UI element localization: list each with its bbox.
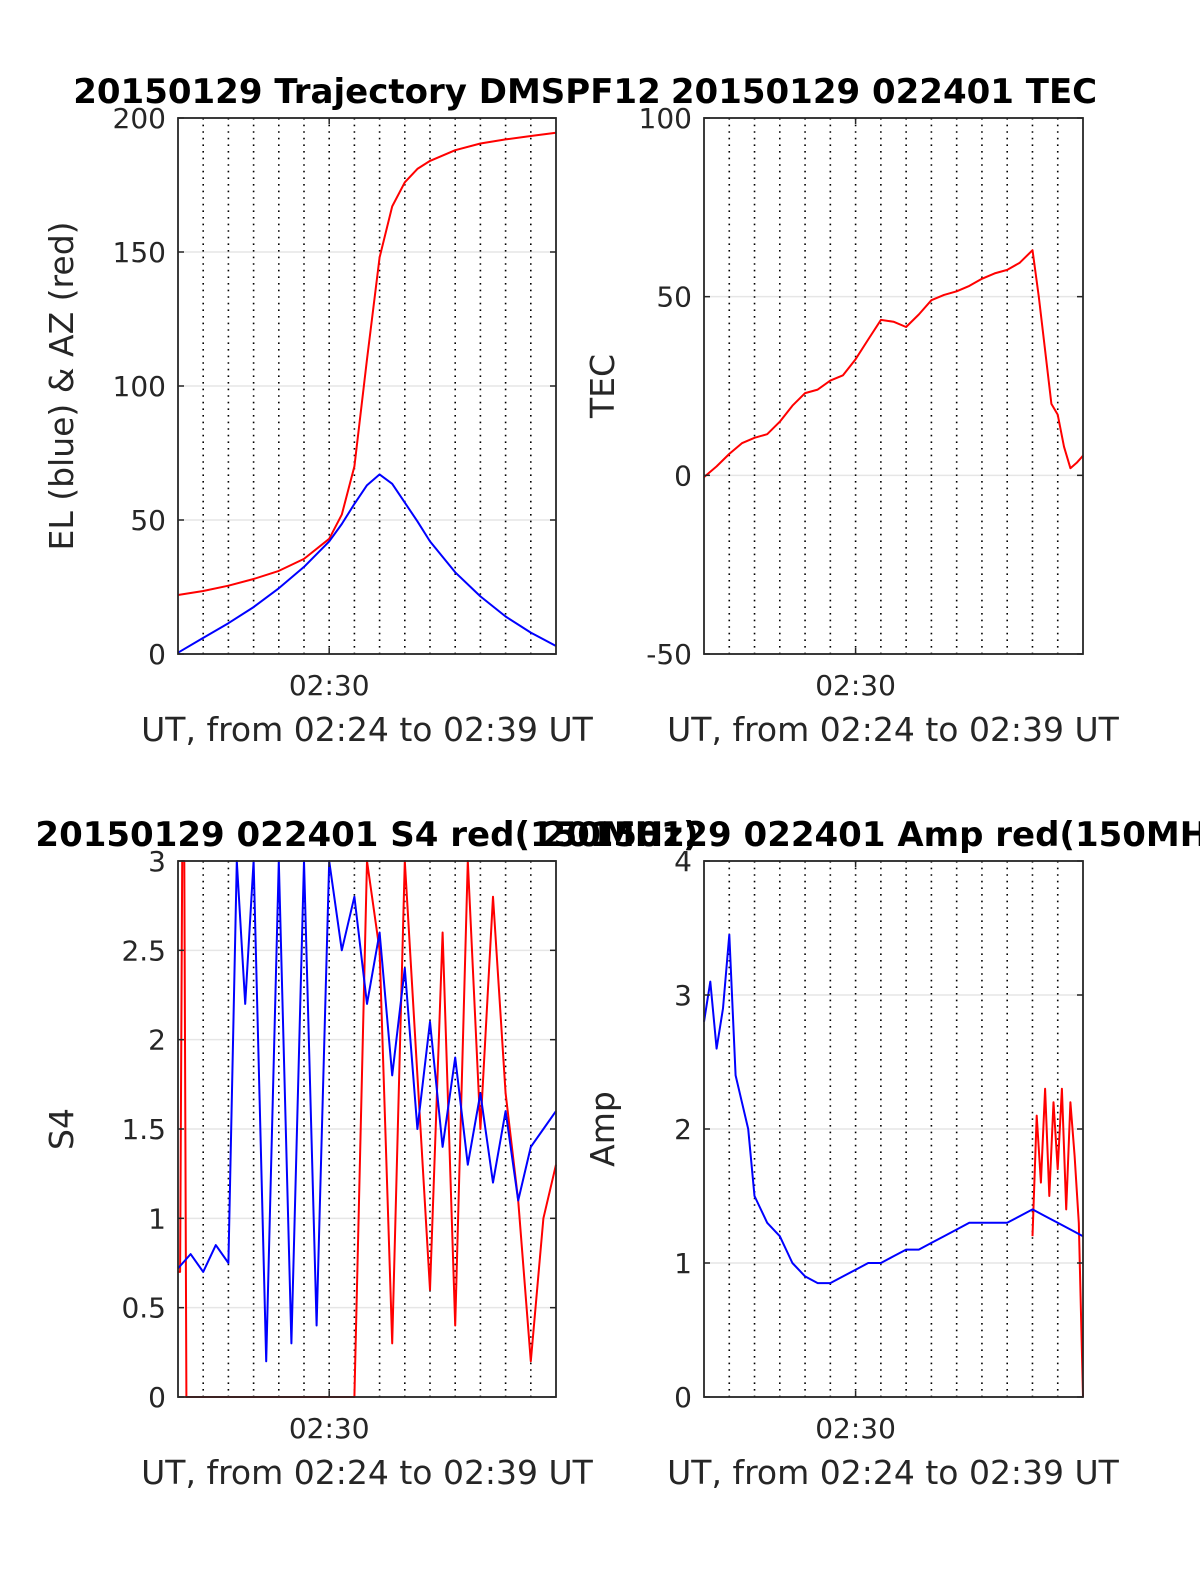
trajectory-title: 20150129 Trajectory DMSPF12 — [73, 72, 661, 112]
amp-series-line-1 — [703, 933, 1084, 1285]
amp-panel: 0 1 2 3 4 02:30 UT, from 02:24 to 02:39 UT Amp — [583, 845, 1120, 1492]
amp-xlabel: UT, from 02:24 to 02:39 UT — [667, 1453, 1120, 1492]
amp-ytick-label: 4 — [674, 845, 692, 878]
trajectory-series-line-0 — [177, 131, 557, 596]
tec-ytick-label: 50 — [656, 281, 692, 314]
s4-ytick-label: 0.5 — [121, 1292, 166, 1325]
trajectory-xlabel: UT, from 02:24 to 02:39 UT — [141, 710, 594, 749]
amp-ytick-label: 2 — [674, 1113, 692, 1146]
tec-panel: -50 0 50 100 02:30 UT, from 02:24 to 02:39 UT… — [583, 102, 1120, 749]
trajectory-panel: 0 50 100 150 200 02:30 UT, from 02:24 to 02:39… — [42, 102, 594, 749]
s4-xlabel: UT, from 02:24 to 02:39 UT — [141, 1453, 594, 1492]
amp-series-line-0 — [1031, 1087, 1084, 1398]
s4-ytick-label: 3 — [148, 845, 166, 878]
s4-ytick-label: 0 — [148, 1381, 166, 1414]
s4-ylabel: S4 — [42, 1108, 81, 1150]
tec-ytick-label: 0 — [674, 459, 692, 492]
trajectory-ytick-label: 150 — [113, 236, 166, 269]
trajectory-ytick-label: 200 — [113, 102, 166, 135]
trajectory-xtick-label: 02:30 — [289, 669, 370, 702]
trajectory-ylabel: EL (blue) & AZ (red) — [42, 221, 81, 550]
tec-ylabel: TEC — [583, 354, 622, 419]
amp-xtick-label: 02:30 — [815, 1412, 896, 1445]
trajectory-series-line-1 — [177, 473, 557, 654]
amp-ytick-label: 1 — [674, 1247, 692, 1280]
tec-xtick-label: 02:30 — [815, 669, 896, 702]
s4-series-line-1 — [177, 860, 557, 1363]
s4-ytick-label: 2.5 — [121, 934, 166, 967]
amp-ytick-label: 0 — [674, 1381, 692, 1414]
s4-ytick-label: 1.5 — [121, 1113, 166, 1146]
tec-series-line-0 — [703, 249, 1084, 478]
s4-ytick-label: 2 — [148, 1024, 166, 1057]
s4-xtick-label: 02:30 — [289, 1412, 370, 1445]
tec-xlabel: UT, from 02:24 to 02:39 UT — [667, 710, 1120, 749]
s4-panel: 0 0.5 1 1.5 2 2.5 3 02:30 UT, from 02:24 to 02:3… — [42, 845, 594, 1492]
trajectory-ytick-label: 0 — [148, 638, 166, 671]
amp-ytick-label: 3 — [674, 979, 692, 1012]
tec-ytick-label: 100 — [639, 102, 692, 135]
s4-title: 20150129 022401 S4 red(150MHz) — [35, 815, 698, 855]
tec-title: 20150129 022401 TEC — [671, 72, 1097, 112]
s4-ytick-label: 1 — [148, 1202, 166, 1235]
trajectory-ytick-label: 100 — [113, 370, 166, 403]
trajectory-ytick-label: 50 — [130, 504, 166, 537]
tec-ytick-label: -50 — [646, 638, 692, 671]
amp-title: 20150129 022401 Amp red(150MHz) — [542, 815, 1200, 855]
amp-ylabel: Amp — [583, 1091, 622, 1167]
tec-axes-box — [703, 117, 1084, 655]
